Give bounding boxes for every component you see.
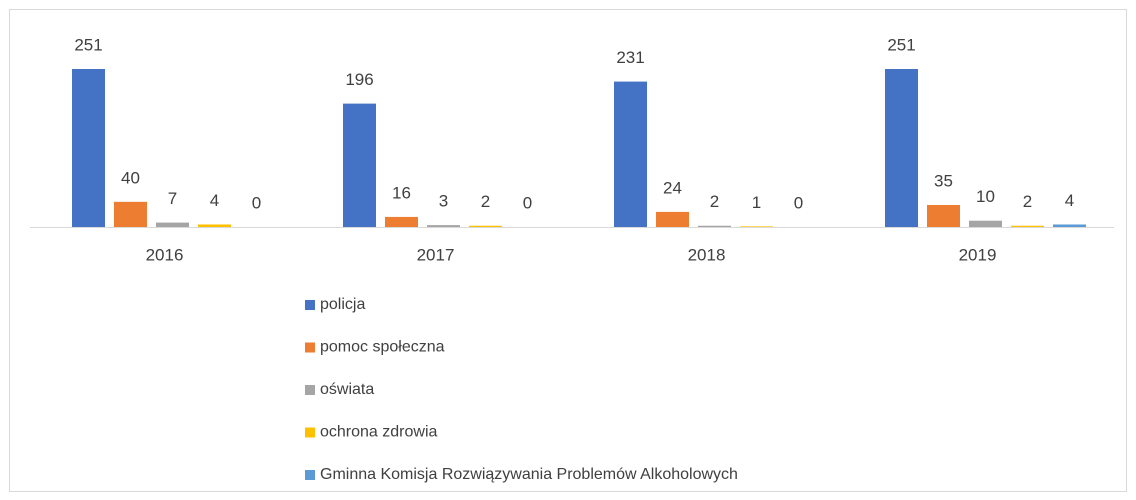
x-tick-label: 2019 — [959, 245, 997, 264]
data-label: 1 — [752, 193, 761, 212]
x-tick-label: 2016 — [146, 245, 184, 264]
data-label: 4 — [210, 191, 219, 210]
bar — [343, 103, 376, 227]
data-label: 2 — [481, 192, 490, 211]
data-label: 0 — [523, 193, 532, 212]
x-tick-label: 2017 — [417, 245, 455, 264]
data-label: 0 — [252, 193, 261, 212]
bar — [114, 201, 147, 227]
x-tick-label: 2018 — [688, 245, 726, 264]
legend-swatch — [305, 427, 315, 438]
data-label: 231 — [616, 48, 644, 67]
data-label: 196 — [345, 70, 373, 89]
legend-label: ochrona zdrowia — [320, 424, 438, 441]
legend-label: policja — [320, 296, 365, 313]
data-label: 40 — [121, 168, 140, 187]
legend-label: pomoc społeczna — [320, 339, 445, 356]
data-label: 251 — [887, 35, 915, 54]
bar — [698, 225, 731, 227]
data-label: 2 — [1023, 192, 1032, 211]
data-label: 3 — [439, 192, 448, 211]
legend-swatch — [305, 342, 315, 353]
legend-label: Gminna Komisja Rozwiązywania Problemów A… — [320, 466, 738, 483]
bar — [614, 81, 647, 228]
legend-swatch — [305, 385, 315, 395]
bar — [969, 220, 1002, 227]
bar — [385, 216, 418, 227]
bar — [656, 211, 689, 227]
data-label: 2 — [710, 192, 719, 211]
bar — [72, 69, 105, 227]
chart-border — [9, 9, 1127, 492]
data-label: 7 — [168, 189, 177, 208]
bar — [156, 222, 189, 227]
data-label: 16 — [392, 183, 411, 202]
data-label: 4 — [1065, 191, 1074, 210]
data-label: 0 — [794, 193, 803, 212]
bar — [740, 226, 773, 227]
legend-label: oświata — [320, 381, 374, 398]
bar — [427, 225, 460, 227]
legend-swatch — [305, 300, 315, 310]
legend-swatch — [305, 470, 315, 480]
bar — [1011, 225, 1044, 227]
data-label: 24 — [663, 178, 682, 197]
data-label: 35 — [934, 171, 953, 190]
bar — [885, 69, 918, 227]
bar — [1053, 224, 1086, 227]
data-label: 10 — [976, 187, 995, 206]
bar — [198, 224, 231, 227]
bar — [469, 225, 502, 227]
bar — [927, 204, 960, 227]
data-label: 251 — [74, 35, 102, 54]
